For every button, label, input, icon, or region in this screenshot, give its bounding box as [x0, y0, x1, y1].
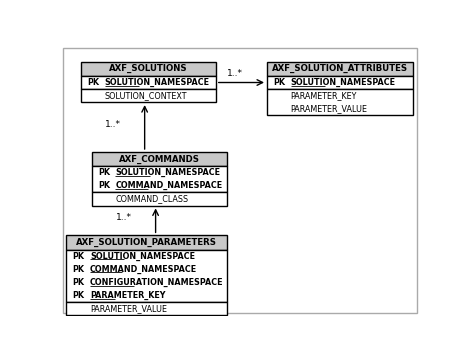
Text: 1..*: 1..* [115, 213, 131, 223]
Text: PK: PK [73, 252, 85, 261]
Bar [267, 89, 413, 115]
Text: SOLUTION_NAMESPACE: SOLUTION_NAMESPACE [105, 78, 210, 87]
Text: PARAMETER_VALUE: PARAMETER_VALUE [291, 104, 368, 113]
Text: PK: PK [98, 181, 110, 190]
Text: COMMAND_CLASS: COMMAND_CLASS [115, 195, 188, 203]
Text: COMMAND_NAMESPACE: COMMAND_NAMESPACE [90, 264, 197, 274]
Text: PK: PK [98, 168, 110, 177]
Bar [81, 89, 216, 102]
Text: PARAMETER_KEY: PARAMETER_KEY [291, 91, 357, 100]
Text: AXF_SOLUTIONS: AXF_SOLUTIONS [109, 64, 187, 73]
Text: PARAMETER_KEY: PARAMETER_KEY [90, 291, 165, 300]
Text: PK: PK [73, 278, 85, 287]
Bar [81, 76, 216, 89]
Text: AXF_SOLUTION_ATTRIBUTES: AXF_SOLUTION_ATTRIBUTES [272, 64, 408, 73]
Bar [267, 76, 413, 89]
Text: PARAMETER_VALUE: PARAMETER_VALUE [90, 304, 167, 313]
Bar [92, 192, 227, 206]
Text: PK: PK [73, 291, 85, 300]
Bar [81, 62, 216, 76]
Text: COMMAND_NAMESPACE: COMMAND_NAMESPACE [115, 181, 223, 190]
Text: PK: PK [73, 265, 85, 274]
Text: SOLUTION_NAMESPACE: SOLUTION_NAMESPACE [90, 251, 195, 261]
Text: PK: PK [274, 78, 285, 87]
Bar [66, 250, 227, 302]
Bar [66, 235, 227, 250]
Text: 1..*: 1..* [227, 70, 243, 78]
Text: AXF_COMMANDS: AXF_COMMANDS [119, 154, 200, 164]
Text: AXF_SOLUTION_PARAMETERS: AXF_SOLUTION_PARAMETERS [76, 238, 217, 247]
Text: SOLUTION_NAMESPACE: SOLUTION_NAMESPACE [291, 78, 396, 87]
Bar [92, 152, 227, 166]
Bar [66, 302, 227, 315]
Bar [267, 62, 413, 76]
Bar [92, 166, 227, 192]
Text: 1..*: 1..* [105, 120, 121, 129]
Text: SOLUTION_NAMESPACE: SOLUTION_NAMESPACE [115, 168, 220, 177]
Text: SOLUTION_CONTEXT: SOLUTION_CONTEXT [105, 91, 187, 100]
Text: PK: PK [87, 78, 99, 87]
Text: CONFIGURATION_NAMESPACE: CONFIGURATION_NAMESPACE [90, 278, 223, 287]
